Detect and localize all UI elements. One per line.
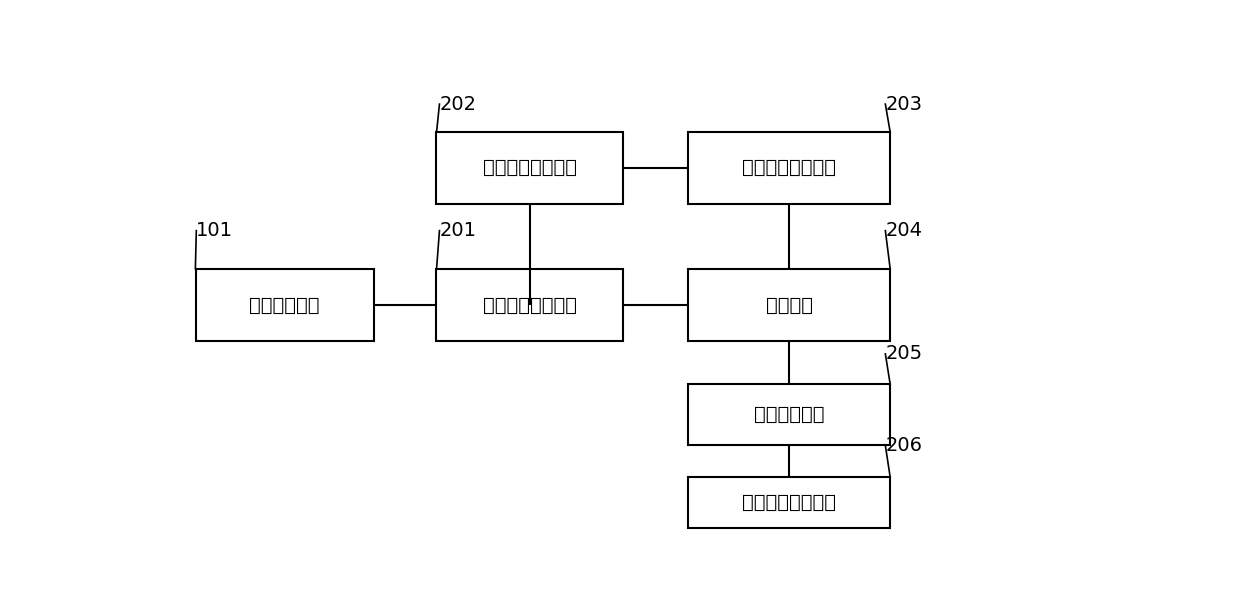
FancyBboxPatch shape	[196, 269, 373, 341]
Text: 定位模块: 定位模块	[766, 295, 812, 315]
FancyBboxPatch shape	[436, 132, 624, 204]
Text: 205: 205	[885, 344, 923, 364]
FancyBboxPatch shape	[688, 132, 890, 204]
Text: 实时波形显示区域: 实时波形显示区域	[743, 493, 836, 512]
FancyBboxPatch shape	[688, 269, 890, 341]
Text: 101: 101	[196, 221, 233, 240]
FancyBboxPatch shape	[436, 269, 624, 341]
Text: 202: 202	[439, 95, 476, 114]
Text: 203: 203	[885, 95, 923, 114]
Text: 201: 201	[439, 221, 476, 240]
FancyBboxPatch shape	[688, 477, 890, 528]
Text: 204: 204	[885, 221, 923, 240]
Text: 定位显示模块: 定位显示模块	[754, 405, 825, 424]
Text: 定位命令接收模块: 定位命令接收模块	[482, 158, 577, 178]
FancyBboxPatch shape	[688, 384, 890, 445]
Text: 历史数据存储模块: 历史数据存储模块	[482, 295, 577, 315]
Text: 206: 206	[885, 436, 923, 455]
Text: 数据采集模块: 数据采集模块	[249, 295, 320, 315]
Text: 定位命令解析模块: 定位命令解析模块	[743, 158, 836, 178]
